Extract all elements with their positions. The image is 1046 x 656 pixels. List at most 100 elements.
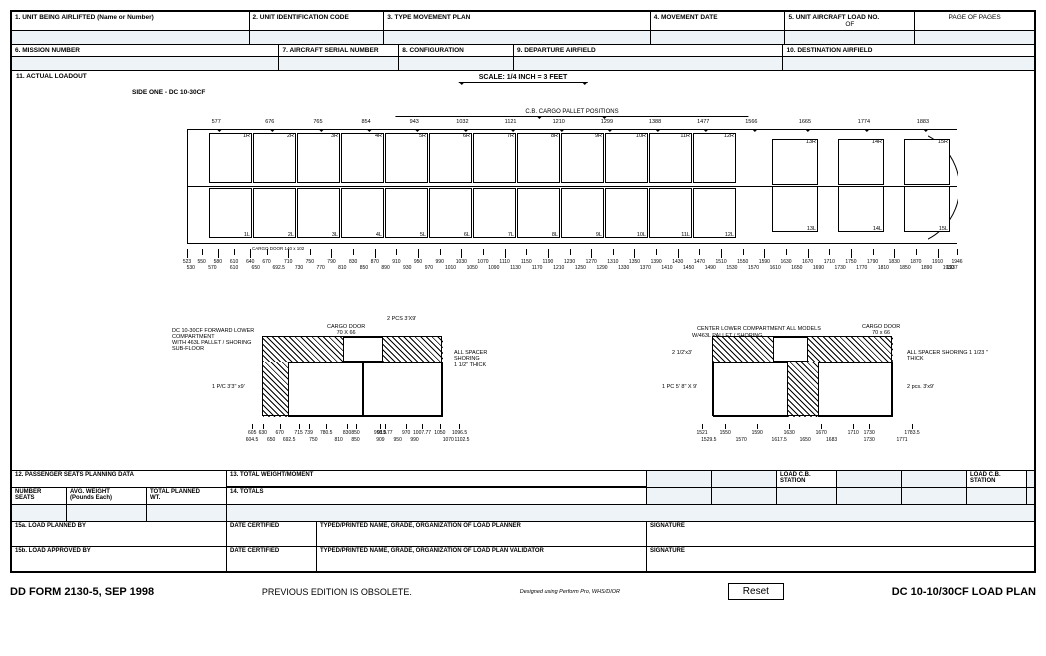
pallet: 13R xyxy=(772,139,818,185)
pallet: 11R xyxy=(649,133,692,183)
input-cell[interactable] xyxy=(651,31,786,44)
label-12: 12. PASSENGER SEATS PLANNING DATA xyxy=(12,471,227,487)
typed-a: TYPED/PRINTED NAME, GRADE, ORGANIZATION … xyxy=(317,522,647,546)
pallet: 10R xyxy=(605,133,648,183)
plan-title: DC 10-10/30CF LOAD PLAN xyxy=(892,586,1036,598)
pallet: 10L xyxy=(605,188,648,238)
input-cell[interactable] xyxy=(915,31,1034,44)
input-cell[interactable] xyxy=(384,31,650,44)
header-cell: 3. TYPE MOVEMENT PLAN xyxy=(384,12,650,31)
header-cell: 8. CONFIGURATION xyxy=(399,45,514,57)
pallet: 12R xyxy=(693,133,736,183)
input-cell[interactable] xyxy=(514,57,783,70)
form-number: DD FORM 2130-5, SEP 1998 xyxy=(10,586,154,598)
side-one-label: SIDE ONE - DC 10-30CF xyxy=(132,89,205,96)
marker: 1883 xyxy=(917,119,929,125)
obsolete-note: PREVIOUS EDITION IS OBSOLETE. xyxy=(262,587,412,597)
bt-row-inputs xyxy=(12,505,1034,522)
lc-right-note1: 2 1/2'x3' xyxy=(672,350,692,356)
lc-left-pcnote: 1 P/C 3'3" x9' xyxy=(212,384,245,390)
bt-row-12cols-14: NUMBERSEATS AVG. WEIGHT(Pounds Each) TOT… xyxy=(12,488,1034,505)
header-cell: 9. DEPARTURE AIRFIELD xyxy=(514,45,783,57)
marker: 1388 xyxy=(649,119,661,125)
form-container: 1. UNIT BEING AIRLIFTED (Name or Number)… xyxy=(10,10,1036,573)
input-cell[interactable] xyxy=(250,31,385,44)
date-cert-a: DATE CERTIFIED xyxy=(227,522,317,546)
pallet: 7R xyxy=(473,133,516,183)
lc-right-cargo-door: CARGO DOOR70 x 66 xyxy=(862,324,900,336)
pallet: 14R xyxy=(838,139,884,185)
input-cell[interactable] xyxy=(399,57,514,70)
marker: 1477 xyxy=(697,119,709,125)
lc-left-box xyxy=(262,336,442,416)
reset-button[interactable]: Reset xyxy=(728,583,784,600)
label-13: 13. TOTAL WEIGHT/MOMENT xyxy=(227,471,647,487)
bt-row-15b: 15b. LOAD APPROVED BY DATE CERTIFIED TYP… xyxy=(12,547,1034,571)
pallet: 1L xyxy=(209,188,252,238)
marker: 1299 xyxy=(601,119,613,125)
marker: 676 xyxy=(265,119,274,125)
label-14: 14. TOTALS xyxy=(227,488,647,504)
loadcb-1: LOAD C.B.STATION xyxy=(777,471,837,487)
input-cell[interactable] xyxy=(785,31,915,44)
scale-bar: SCALE: 1/4 INCH = 3 FEET xyxy=(459,74,588,83)
marker: 1566 xyxy=(745,119,757,125)
marker: 577 xyxy=(212,119,221,125)
pallets-row-top: 1R2R3R4R5R6R7R8R9R10R11R12R xyxy=(209,133,736,183)
input-total-planned[interactable] xyxy=(147,505,227,521)
footer: DD FORM 2130-5, SEP 1998 PREVIOUS EDITIO… xyxy=(10,583,1036,600)
pallet: 5R xyxy=(385,133,428,183)
marker: 1665 xyxy=(799,119,811,125)
pallet: 15R xyxy=(904,139,950,185)
header-cell: 2. UNIT IDENTIFICATION CODE xyxy=(250,12,385,31)
col-number-seats: NUMBERSEATS xyxy=(12,488,67,504)
input-cell[interactable] xyxy=(783,57,1034,70)
pallets-row2-top: 13R 14R 15R xyxy=(772,139,950,185)
sig-b: SIGNATURE xyxy=(647,547,1034,571)
pallet: 2R xyxy=(253,133,296,183)
header-cell: 10. DESTINATION AIRFIELD xyxy=(783,45,1034,57)
header-cell: 6. MISSION NUMBER xyxy=(12,45,279,57)
pallet: 8R xyxy=(517,133,560,183)
col-avg-weight: AVG. WEIGHT(Pounds Each) xyxy=(67,488,147,504)
marker: 1210 xyxy=(553,119,565,125)
bottom-ruler: 5235505806106406707107507908308709109509… xyxy=(187,249,957,274)
header-cell: PAGE OF PAGES xyxy=(915,12,1034,31)
input-band-1 xyxy=(12,31,1034,45)
cargo-door-note: CARGO DOOR 140 x 102 xyxy=(252,246,304,251)
pallet: 6L xyxy=(429,188,472,238)
loadout-area: 11. ACTUAL LOADOUT SCALE: 1/4 INCH = 3 F… xyxy=(12,71,1034,471)
sig-a: SIGNATURE xyxy=(647,522,1034,546)
pallet: 4R xyxy=(341,133,384,183)
typed-b: TYPED/PRINTED NAME, GRADE, ORGANIZATION … xyxy=(317,547,647,571)
bottom-tables: 12. PASSENGER SEATS PLANNING DATA 13. TO… xyxy=(12,471,1034,571)
input-cell[interactable] xyxy=(12,57,279,70)
input-avg-weight[interactable] xyxy=(67,505,147,521)
lc-right-title: CENTER LOWER COMPARTMENT ALL MODELS xyxy=(697,326,821,332)
input-band-2 xyxy=(12,57,1034,71)
pallet: 15L xyxy=(904,186,950,232)
main-deck-diagram: C.B. CARGO PALLET POSITIONS 577676765854… xyxy=(187,109,957,259)
marker: 1121 xyxy=(505,119,517,125)
pallet: 8L xyxy=(517,188,560,238)
input-number-seats[interactable] xyxy=(12,505,67,521)
pallet: 13L xyxy=(772,186,818,232)
header-cell: 4. MOVEMENT DATE xyxy=(651,12,786,31)
input-cell[interactable] xyxy=(12,31,250,44)
designer-note: Designed using Perform Pro, WHS/DIOR xyxy=(520,589,620,595)
pallet: 12L xyxy=(693,188,736,238)
pallet: 9R xyxy=(561,133,604,183)
lc-right-box xyxy=(712,336,892,416)
pallet: 6R xyxy=(429,133,472,183)
marker: 1032 xyxy=(456,119,468,125)
header-cell: 1. UNIT BEING AIRLIFTED (Name or Number) xyxy=(12,12,250,31)
lc-left-spacer: ALL SPACER SHORING1 1/2" THICK xyxy=(454,350,512,368)
lc-left-title: DC 10-30CF FORWARD LOWER COMPARTMENTWITH… xyxy=(172,328,262,352)
input-cell[interactable] xyxy=(279,57,399,70)
label-15b: 15b. LOAD APPROVED BY xyxy=(12,547,227,571)
header-cell: 5. UNIT AIRCRAFT LOAD NO.OF xyxy=(785,12,915,31)
label-11: 11. ACTUAL LOADOUT xyxy=(16,73,87,80)
label-15a: 15a. LOAD PLANNED BY xyxy=(12,522,227,546)
loadcb-2: LOAD C.B.STATION xyxy=(967,471,1027,487)
lc-right-spacer: ALL SPACER SHORING 1 1/23 " THICK xyxy=(907,350,997,362)
